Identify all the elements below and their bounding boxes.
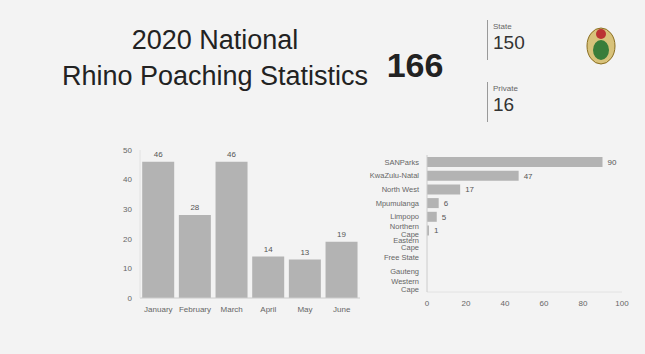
html-text:Cape: Cape (401, 229, 419, 239)
svg-text:January: January (144, 305, 172, 314)
svg-text:30: 30 (123, 205, 132, 214)
svg-text:13: 13 (300, 248, 309, 257)
html-text:Northern: Northern (389, 222, 419, 232)
svg-text:Free State: Free State (384, 253, 419, 262)
svg-text:EasternCape: EasternCape (393, 236, 419, 253)
svg-text:June: June (333, 305, 351, 314)
html-text:2020 National: 2020 National (131, 25, 299, 55)
svg-text:0: 0 (128, 294, 133, 303)
svg-text:40: 40 (123, 175, 132, 184)
svg-text:46: 46 (227, 150, 236, 159)
html-text:State: State (493, 22, 512, 31)
svg-text:10: 10 (123, 264, 132, 273)
svg-text:14: 14 (264, 245, 273, 254)
svg-text:6: 6 (444, 199, 449, 208)
svg-text:0: 0 (425, 299, 430, 308)
svg-text:North West: North West (382, 185, 420, 194)
svg-text:May: May (297, 305, 312, 314)
svg-text:Gauteng: Gauteng (390, 267, 419, 276)
svg-text:Limpopo: Limpopo (390, 212, 419, 221)
html-text:Rhino Poaching Statistics: Rhino Poaching Statistics (61, 61, 369, 91)
svg-text:March: March (221, 305, 243, 314)
svg-text:60: 60 (540, 299, 549, 308)
svg-text:Mpumulanga: Mpumulanga (376, 199, 420, 208)
svg-text:20: 20 (123, 235, 132, 244)
svg-text:February: February (179, 305, 211, 314)
svg-text:1: 1 (434, 226, 439, 235)
svg-text:5: 5 (442, 213, 447, 222)
html-text:166: 166 (386, 46, 444, 84)
html-text:Private: Private (493, 84, 518, 93)
svg-text:47: 47 (524, 172, 533, 181)
svg-text:19: 19 (337, 230, 346, 239)
svg-text:46: 46 (154, 150, 163, 159)
html-text:150: 150 (493, 32, 525, 53)
svg-text:SANParks: SANParks (384, 158, 419, 167)
svg-text:100: 100 (615, 299, 629, 308)
svg-text:April: April (260, 305, 276, 314)
svg-text:KwaZulu-Natal: KwaZulu-Natal (370, 171, 420, 180)
svg-text:28: 28 (190, 203, 199, 212)
svg-text:90: 90 (608, 158, 617, 167)
svg-text:20: 20 (462, 299, 471, 308)
svg-text:40: 40 (501, 299, 510, 308)
svg-text:WesternCape: WesternCape (391, 277, 419, 294)
svg-text:80: 80 (579, 299, 588, 308)
svg-text:50: 50 (123, 146, 132, 155)
svg-text:17: 17 (465, 185, 474, 194)
html-text:16: 16 (493, 94, 515, 115)
